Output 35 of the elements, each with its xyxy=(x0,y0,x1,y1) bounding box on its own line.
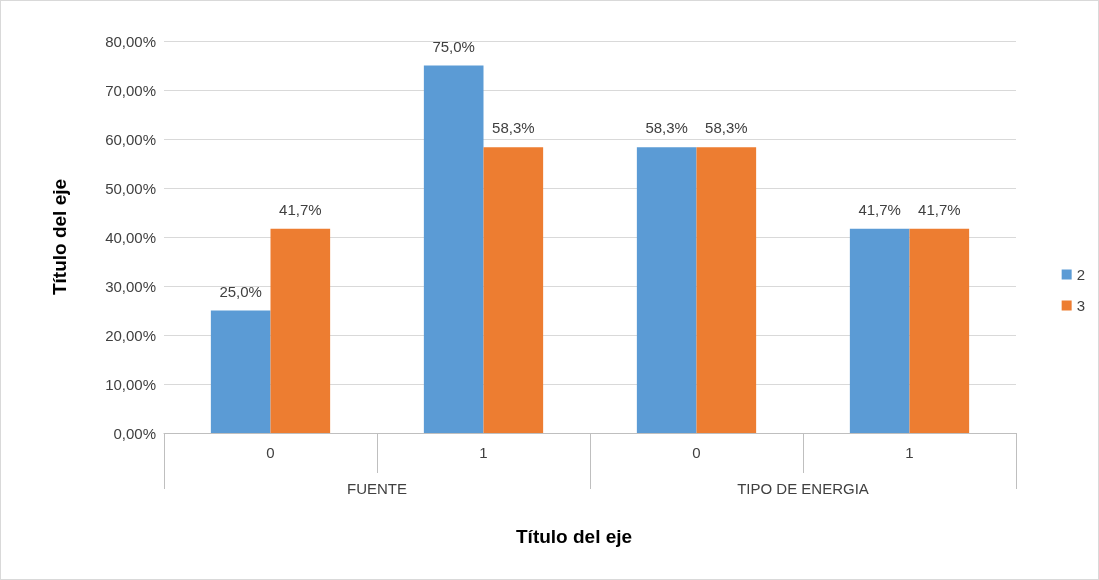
y-tick-label: 0,00% xyxy=(113,424,156,442)
bar xyxy=(696,147,757,433)
bar xyxy=(423,65,484,433)
x-tick-label: 0 xyxy=(692,444,701,461)
bar xyxy=(849,228,910,433)
y-tick-label: 30,00% xyxy=(105,277,156,295)
bar xyxy=(483,147,544,433)
data-label: 58,3% xyxy=(645,119,688,137)
text: FUENTE xyxy=(347,480,407,497)
y-tick-label: 10,00% xyxy=(105,375,156,393)
bar xyxy=(909,228,970,433)
data-label: 41,7% xyxy=(858,200,901,218)
legend-label: 3 xyxy=(1076,297,1085,314)
y-tick-label: 50,00% xyxy=(105,179,156,197)
x-tick-label: 1 xyxy=(479,444,488,461)
x-tick-label: 1 xyxy=(905,444,914,461)
data-label: 58,3% xyxy=(492,119,535,137)
y-tick-label: 40,00% xyxy=(105,228,156,246)
y-tick-label: 60,00% xyxy=(105,130,156,148)
data-label: 25,0% xyxy=(219,282,262,300)
y-tick-label: 80,00% xyxy=(105,32,156,50)
x-tick-label: 0 xyxy=(266,444,275,461)
x-axis-title: Título del eje xyxy=(516,526,633,547)
bar xyxy=(636,147,697,433)
data-label: 75,0% xyxy=(432,37,475,55)
y-axis-title: Título del eje xyxy=(49,178,70,296)
y-tick-label: 20,00% xyxy=(105,326,156,344)
data-label: 41,7% xyxy=(918,200,961,218)
bar xyxy=(210,310,271,433)
y-tick-label: 70,00% xyxy=(105,81,156,99)
bar xyxy=(270,228,331,433)
data-label: 41,7% xyxy=(279,200,322,218)
data-label: 58,3% xyxy=(705,119,748,137)
text: TIPO DE ENERGIA xyxy=(737,480,869,497)
legend-label: 2 xyxy=(1076,266,1085,283)
